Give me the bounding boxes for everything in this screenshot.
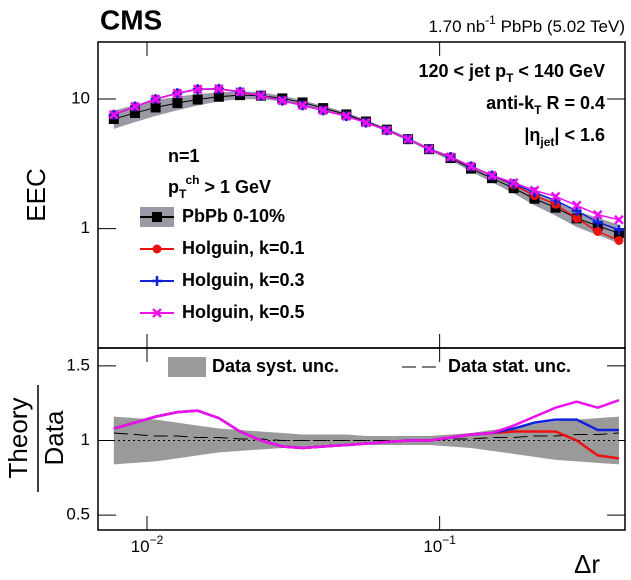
marker (130, 101, 140, 112)
annotation-part: T (534, 103, 542, 117)
annotation-part: p (168, 177, 179, 197)
annotation: n=1 (168, 146, 200, 166)
legend-label: Data stat. unc. (448, 356, 571, 376)
annotation-part: T (179, 187, 187, 201)
marker (466, 161, 476, 172)
marker (341, 111, 352, 122)
marker (150, 94, 161, 104)
y-axis-label: EEC (21, 168, 51, 221)
series-line (113, 399, 620, 450)
marker (572, 213, 582, 223)
marker (361, 117, 371, 128)
legend-label: PbPb 0-10% (182, 206, 285, 226)
annotation-part: | < 1.6 (554, 125, 605, 145)
marker (172, 98, 183, 109)
marker (192, 84, 203, 95)
y-axis-label: Data (39, 410, 69, 465)
annotation: anti-kT R = 0.4 (486, 93, 605, 117)
marker (550, 191, 561, 202)
marker (213, 83, 224, 94)
annotation-part: PbPb (5.02 TeV) (496, 17, 625, 36)
y-axis-label: Theory (3, 398, 33, 479)
marker (613, 224, 624, 235)
marker (192, 94, 203, 105)
annotation-part: anti-k (486, 93, 535, 113)
marker (487, 170, 497, 181)
annotation-part: ch (185, 173, 199, 187)
legend-label: Holguin, k=0.5 (182, 302, 305, 322)
annotation-part: -1 (485, 13, 496, 27)
x-tick-label: 10−2 (131, 533, 164, 556)
marker (213, 91, 224, 102)
marker (152, 308, 162, 318)
y-tick-label: 1 (81, 430, 90, 449)
marker (403, 134, 413, 145)
marker (130, 107, 141, 118)
x-axis-label: Δr (574, 549, 600, 579)
x-tick-exponent: −1 (442, 533, 456, 547)
marker (172, 88, 183, 99)
annotation-part: < 140 GeV (513, 61, 605, 81)
marker (381, 125, 392, 136)
annotation-part: jet (539, 135, 554, 149)
marker (529, 185, 540, 196)
series-line (113, 432, 619, 441)
legend-band (168, 357, 206, 377)
marker (571, 200, 582, 211)
marker (152, 276, 162, 286)
y-tick-label: 1.5 (66, 355, 90, 374)
marker (277, 95, 288, 106)
marker (108, 109, 119, 120)
marker (508, 177, 519, 188)
x-tick-base: 10 (131, 537, 150, 556)
marker (593, 227, 603, 237)
annotation: |ηjet| < 1.6 (524, 125, 605, 149)
marker (614, 235, 624, 245)
annotation-part: T (506, 71, 514, 85)
legend-label: Holguin, k=0.1 (182, 238, 305, 258)
marker (297, 100, 308, 111)
annotation: 120 < jet pT < 140 GeV (419, 61, 605, 85)
y-tick-label: 10 (71, 88, 90, 107)
annotation-part: 1.70 nb (428, 17, 485, 36)
marker (424, 144, 434, 155)
annotation-part: R = 0.4 (541, 93, 605, 113)
marker (235, 86, 245, 97)
x-tick-base: 10 (423, 537, 442, 556)
marker (256, 90, 266, 101)
annotation-part: 120 < jet p (419, 61, 507, 81)
marker (152, 244, 162, 254)
marker (571, 205, 582, 216)
chart-title: CMS (100, 4, 162, 35)
annotation: pTch > 1 GeV (168, 173, 271, 201)
marker (445, 152, 456, 162)
marker (152, 212, 162, 222)
annotation-part: > 1 GeV (199, 177, 271, 197)
marker (592, 217, 603, 228)
annotation-part: n=1 (168, 146, 200, 166)
y-tick-label: 1 (81, 218, 90, 237)
x-tick-exponent: −2 (150, 533, 164, 547)
marker (318, 105, 329, 116)
marker (614, 214, 624, 225)
marker (150, 102, 161, 113)
plot-frame (97, 347, 626, 531)
y-tick-label: 0.5 (66, 505, 90, 524)
x-tick-label: 10−1 (423, 533, 456, 556)
legend-label: Data syst. unc. (212, 356, 339, 376)
annotation: 1.70 nb-1 PbPb (5.02 TeV) (428, 13, 625, 36)
marker (592, 209, 603, 220)
annotation-part: |η (524, 125, 540, 145)
legend-label: Holguin, k=0.3 (182, 270, 305, 290)
